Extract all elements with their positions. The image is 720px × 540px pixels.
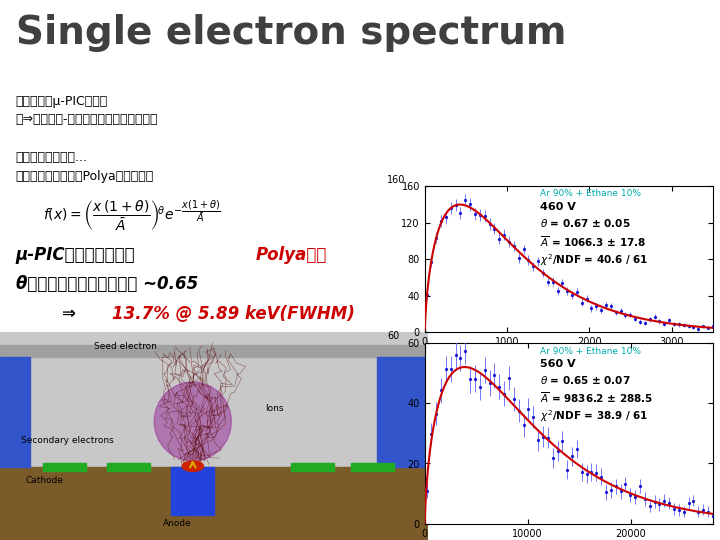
Text: Polya分布: Polya分布 (256, 246, 327, 264)
Text: Single electron spectrum: Single electron spectrum (16, 14, 567, 51)
Text: 電子１個をμ-PICに入射: 電子１個をμ-PICに入射 (16, 94, 108, 107)
Text: Ar 90% + Ethane 10%: Ar 90% + Ethane 10% (540, 347, 641, 355)
Text: $\overline{A}$ = 9836.2 ± 288.5: $\overline{A}$ = 9836.2 ± 288.5 (540, 390, 653, 404)
Text: Secondary electrons: Secondary electrons (22, 436, 114, 445)
Text: Anode: Anode (163, 518, 192, 528)
Bar (107, 463, 150, 471)
Bar (0, 345, 428, 357)
Text: θはアノード電圧によらず ~0.65: θはアノード電圧によらず ~0.65 (16, 275, 198, 293)
Bar (0, 332, 428, 467)
Ellipse shape (154, 382, 231, 461)
Text: μ-PICのガス増幅率も: μ-PICのガス増幅率も (16, 246, 135, 264)
Text: Ar 90% + Ethane 10%: Ar 90% + Ethane 10% (540, 189, 641, 198)
Text: ⇒: ⇒ (61, 305, 75, 323)
Text: 160: 160 (387, 175, 406, 185)
Text: 増幅率のゆらぎはPolya分布に従う: 増幅率のゆらぎはPolya分布に従う (16, 170, 154, 183)
Text: $\chi^2$/NDF = 40.6 / 61: $\chi^2$/NDF = 40.6 / 61 (540, 252, 649, 268)
Text: $\chi^2$/NDF = 38.9 / 61: $\chi^2$/NDF = 38.9 / 61 (540, 408, 649, 424)
Text: Ions: Ions (266, 404, 284, 413)
X-axis label: # ion-e pairs: # ion-e pairs (533, 350, 605, 360)
Bar (351, 463, 394, 471)
Text: $\theta$ = 0.67 ± 0.05: $\theta$ = 0.67 ± 0.05 (540, 217, 631, 229)
Text: 比例計数管の場合...: 比例計数管の場合... (16, 151, 88, 164)
Text: $\theta$ = 0.65 ± 0.07: $\theta$ = 0.65 ± 0.07 (540, 374, 631, 386)
Circle shape (182, 461, 204, 471)
Text: ⇒　イオン-電子対の数からガス増幅率: ⇒ イオン-電子対の数からガス増幅率 (16, 113, 158, 126)
Text: $\overline{A}$ = 1066.3 ± 17.8: $\overline{A}$ = 1066.3 ± 17.8 (540, 234, 646, 249)
Bar (292, 463, 334, 471)
Bar (171, 467, 215, 515)
Bar (377, 357, 428, 467)
Text: Cathode: Cathode (26, 476, 63, 484)
Text: 13.7% @ 5.89 keV(FWHM): 13.7% @ 5.89 keV(FWHM) (112, 305, 354, 323)
Text: $f(x) = \left(\dfrac{x\,(1+\theta)}{\bar{A}}\right)^{\!\theta} e^{-\dfrac{x(1+\t: $f(x) = \left(\dfrac{x\,(1+\theta)}{\bar… (42, 199, 221, 233)
Bar (0, 357, 30, 467)
Text: 460 V: 460 V (540, 202, 576, 212)
Bar (43, 463, 86, 471)
Text: 560 V: 560 V (540, 359, 575, 369)
Text: Seed electron: Seed electron (94, 342, 157, 351)
Text: 60: 60 (387, 331, 400, 341)
Bar (0, 467, 428, 540)
